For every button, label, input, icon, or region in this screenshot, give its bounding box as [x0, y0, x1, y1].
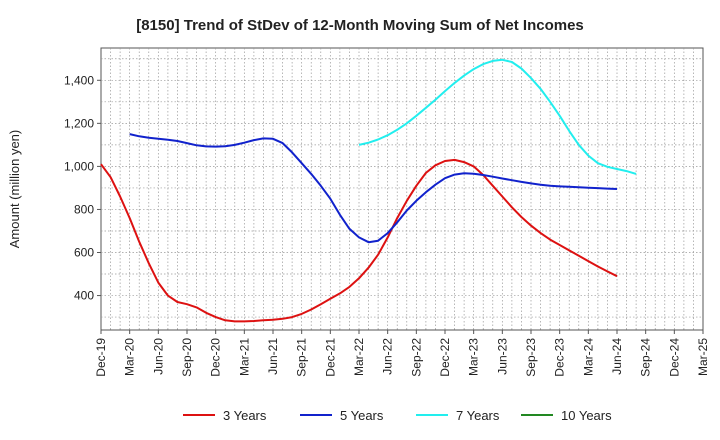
series-lines	[100, 58, 637, 323]
legend: 3 Years 5 Years 7 Years 10 Years	[183, 408, 612, 423]
x-axis-ticks: Dec-19 Mar-20 Jun-20 Sep-20 Dec-20 Mar-21 Jun-…	[94, 330, 710, 377]
x-tick-label: Sep-23	[524, 338, 538, 377]
x-tick-label: Jun-20	[151, 338, 165, 375]
y-tick-label: 1,000	[64, 159, 94, 173]
y-tick-label: 1,400	[64, 73, 94, 87]
x-tick-label: Mar-23	[467, 338, 481, 376]
x-tick-label: Dec-24	[667, 338, 681, 377]
y-tick-label: 800	[74, 202, 94, 216]
legend-label: 10 Years	[561, 408, 612, 423]
legend-label: 5 Years	[340, 408, 384, 423]
grid-lines	[101, 48, 703, 330]
legend-label: 7 Years	[456, 408, 500, 423]
x-tick-label: Dec-22	[438, 338, 452, 377]
chart-title: [8150] Trend of StDev of 12-Month Moving…	[136, 17, 584, 34]
y-tick-label: 600	[74, 246, 94, 260]
y-axis-label: Amount (million yen)	[7, 130, 22, 249]
x-tick-label: Jun-22	[381, 338, 395, 375]
x-tick-label: Mar-25	[696, 338, 710, 376]
series-line-5-years	[129, 133, 618, 244]
x-tick-label: Sep-24	[639, 338, 653, 377]
y-tick-label: 1,200	[64, 116, 94, 130]
x-tick-label: Mar-22	[352, 338, 366, 376]
x-tick-label: Sep-21	[295, 338, 309, 377]
x-tick-label: Sep-22	[409, 338, 423, 377]
x-tick-label: Dec-23	[553, 338, 567, 377]
x-tick-label: Jun-21	[266, 338, 280, 375]
series-line-7-years	[358, 58, 637, 175]
series-line-3-years	[100, 158, 618, 323]
x-tick-label: Sep-20	[180, 338, 194, 377]
x-tick-label: Mar-21	[237, 338, 251, 376]
legend-label: 3 Years	[223, 408, 267, 423]
y-tick-label: 400	[74, 289, 94, 303]
x-tick-label: Mar-24	[581, 338, 595, 376]
x-tick-label: Dec-19	[94, 338, 108, 377]
x-tick-label: Dec-20	[209, 338, 223, 377]
x-tick-label: Jun-24	[610, 338, 624, 375]
x-tick-label: Dec-21	[323, 338, 337, 377]
x-tick-label: Jun-23	[495, 338, 509, 375]
x-tick-label: Mar-20	[123, 338, 137, 376]
y-axis-ticks: 400 600 800 1,000 1,200 1,400	[64, 73, 101, 303]
